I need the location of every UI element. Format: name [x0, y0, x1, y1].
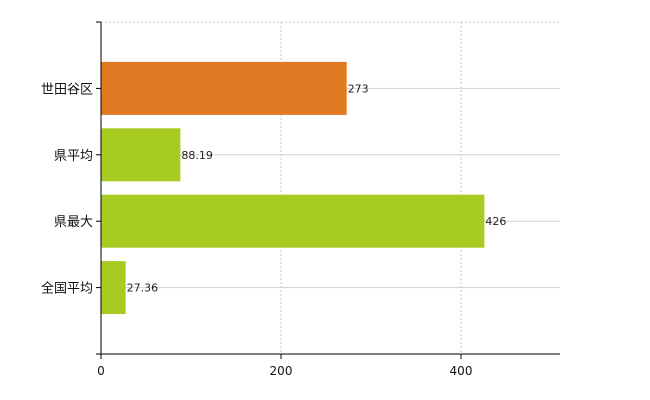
category-label-3: 全国平均	[41, 281, 93, 297]
bar-2	[101, 194, 485, 248]
label-layer: 273 世田谷区 88.19 県平均 426 県最大 27.36 全国平均 0 200 400	[41, 82, 506, 378]
x-tick-label-2: 400	[450, 364, 473, 378]
data-label-1: 88.19	[181, 149, 213, 162]
category-label-1: 県平均	[54, 149, 93, 164]
axis-layer	[96, 21, 560, 359]
x-tick-label-1: 200	[270, 364, 293, 378]
bar-3	[101, 261, 126, 315]
data-label-0: 273	[348, 82, 369, 95]
category-label-0: 世田谷区	[41, 82, 93, 97]
x-tick-label-0: 0	[97, 364, 105, 378]
data-label-2: 426	[485, 215, 506, 228]
data-label-3: 27.36	[127, 282, 158, 295]
bar-layer	[101, 61, 485, 315]
category-label-2: 県最大	[54, 215, 93, 230]
bar-1	[101, 128, 181, 182]
bar-0	[101, 61, 347, 115]
